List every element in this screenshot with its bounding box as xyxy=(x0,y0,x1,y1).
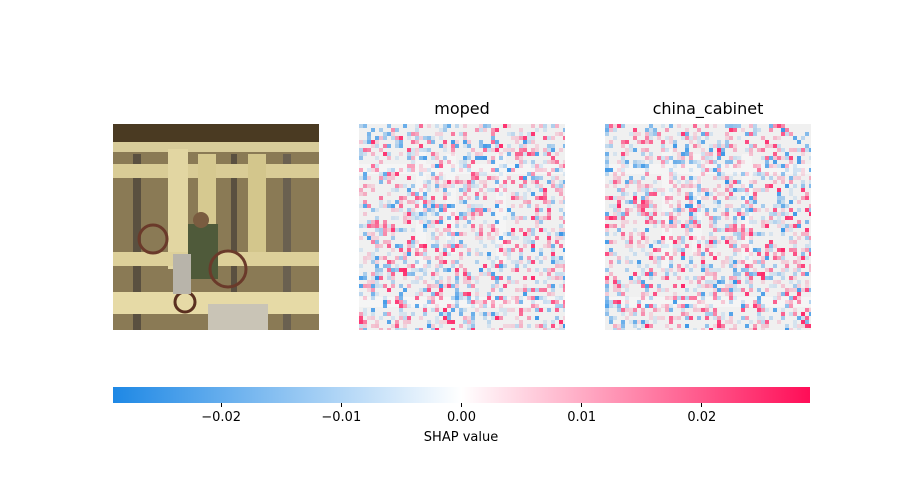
colorbar-tick-label: 0.01 xyxy=(567,410,597,425)
colorbar-tick-label: 0.00 xyxy=(447,410,476,425)
colorbar-label: SHAP value xyxy=(423,430,499,445)
colorbar-tick-mark xyxy=(701,403,703,407)
shap-panel-moped xyxy=(359,124,565,330)
panel-title-china-cabinet: china_cabinet xyxy=(652,99,764,118)
colorbar-tick-label: 0.02 xyxy=(687,410,717,425)
shap-heatmap-china-cabinet xyxy=(605,124,811,330)
original-image-panel xyxy=(113,124,319,330)
colorbar xyxy=(113,387,810,403)
original-image xyxy=(113,124,319,330)
shap-panel-china-cabinet xyxy=(605,124,811,330)
colorbar-tick-mark xyxy=(581,403,583,407)
panel-title-moped: moped xyxy=(434,99,490,118)
shap-attribution-cells-moped xyxy=(359,124,565,330)
colorbar-tick-mark xyxy=(220,403,222,407)
shap-attribution-cells-china-cabinet xyxy=(605,124,811,330)
colorbar-tick-mark xyxy=(340,403,342,407)
colorbar-tick-mark xyxy=(461,403,462,407)
colorbar-tick-label: −0.02 xyxy=(201,410,242,425)
colorbar-tick-label: −0.01 xyxy=(321,410,362,425)
shap-heatmap-moped xyxy=(359,124,565,330)
